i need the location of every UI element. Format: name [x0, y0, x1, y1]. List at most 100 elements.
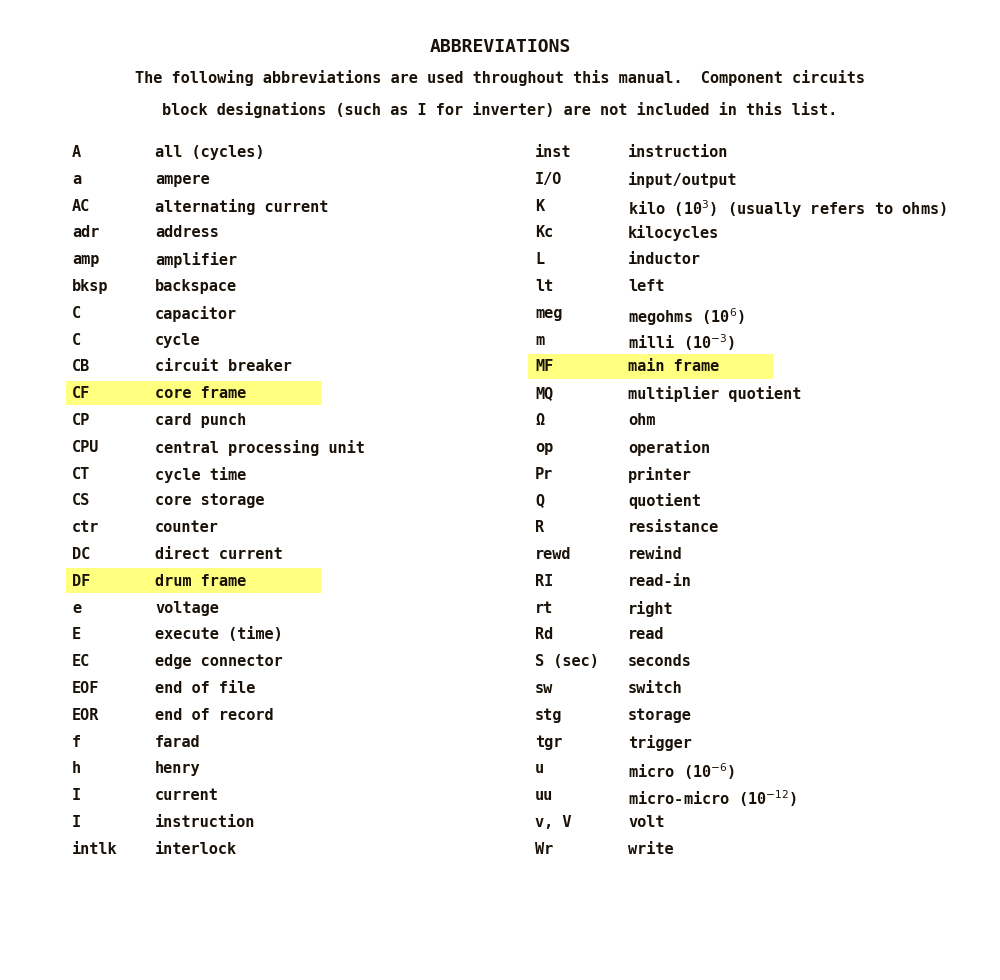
Text: right: right — [628, 601, 674, 616]
Text: ampere: ampere — [155, 172, 210, 187]
Text: inst: inst — [535, 145, 572, 160]
Text: end of record: end of record — [155, 708, 274, 723]
Text: all (cycles): all (cycles) — [155, 145, 264, 160]
Text: ctr: ctr — [72, 520, 99, 535]
Text: core frame: core frame — [155, 386, 246, 401]
Text: left: left — [628, 279, 664, 294]
Text: instruction: instruction — [155, 815, 255, 830]
Text: voltage: voltage — [155, 601, 219, 615]
Text: a: a — [72, 172, 81, 187]
Text: central processing unit: central processing unit — [155, 440, 365, 456]
Text: v, V: v, V — [535, 815, 572, 830]
Text: instruction: instruction — [628, 145, 728, 160]
Text: cycle time: cycle time — [155, 466, 246, 482]
Text: I/O: I/O — [535, 172, 562, 187]
Text: tgr: tgr — [535, 735, 562, 750]
Text: interlock: interlock — [155, 842, 237, 857]
Text: cycle: cycle — [155, 332, 201, 348]
Text: e: e — [72, 601, 81, 615]
Text: DC: DC — [72, 547, 90, 562]
Text: storage: storage — [628, 708, 692, 723]
Text: end of file: end of file — [155, 681, 255, 696]
Text: S (sec): S (sec) — [535, 655, 599, 669]
Text: backspace: backspace — [155, 279, 237, 294]
Text: drum frame: drum frame — [155, 574, 246, 589]
Text: inductor: inductor — [628, 252, 701, 268]
Text: current: current — [155, 788, 219, 804]
Text: sw: sw — [535, 681, 553, 696]
Text: Rd: Rd — [535, 627, 553, 643]
Text: CS: CS — [72, 493, 90, 509]
Text: micro (10$^{-6}$): micro (10$^{-6}$) — [628, 761, 735, 782]
Text: kilo (10$^{3}$) (usually refers to ohms): kilo (10$^{3}$) (usually refers to ohms) — [628, 199, 947, 221]
Text: L: L — [535, 252, 544, 268]
Text: card punch: card punch — [155, 413, 246, 428]
Text: Q: Q — [535, 493, 544, 509]
Text: CT: CT — [72, 466, 90, 481]
Text: block designations (such as I for inverter) are not included in this list.: block designations (such as I for invert… — [162, 102, 838, 118]
Text: MF: MF — [535, 360, 553, 374]
Text: address: address — [155, 225, 219, 240]
Text: trigger: trigger — [628, 735, 692, 751]
Text: henry: henry — [155, 761, 201, 776]
Text: C: C — [72, 332, 81, 348]
Text: edge connector: edge connector — [155, 655, 283, 669]
Text: A: A — [72, 145, 81, 160]
Text: milli (10$^{-3}$): milli (10$^{-3}$) — [628, 332, 735, 354]
Text: Wr: Wr — [535, 842, 553, 857]
Text: DF: DF — [72, 574, 90, 589]
Text: meg: meg — [535, 306, 562, 320]
Text: read-in: read-in — [628, 574, 692, 589]
Text: f: f — [72, 735, 81, 750]
Text: op: op — [535, 440, 553, 455]
Text: CPU: CPU — [72, 440, 99, 455]
Text: E: E — [72, 627, 81, 643]
Text: EC: EC — [72, 655, 90, 669]
Text: direct current: direct current — [155, 547, 283, 562]
Text: amp: amp — [72, 252, 99, 268]
Text: Pr: Pr — [535, 466, 553, 481]
Text: Kc: Kc — [535, 225, 553, 240]
Text: circuit breaker: circuit breaker — [155, 360, 292, 374]
Text: megohms (10$^{6}$): megohms (10$^{6}$) — [628, 306, 745, 327]
Text: EOR: EOR — [72, 708, 99, 723]
Text: input/output: input/output — [628, 172, 738, 188]
Text: K: K — [535, 199, 544, 214]
Text: seconds: seconds — [628, 655, 692, 669]
Text: execute (time): execute (time) — [155, 627, 283, 643]
Text: counter: counter — [155, 520, 219, 535]
Text: h: h — [72, 761, 81, 776]
Text: Ω: Ω — [535, 413, 544, 428]
FancyBboxPatch shape — [66, 381, 321, 406]
FancyBboxPatch shape — [66, 568, 321, 593]
Text: core storage: core storage — [155, 493, 264, 509]
Text: rt: rt — [535, 601, 553, 615]
Text: bksp: bksp — [72, 279, 108, 294]
Text: The following abbreviations are used throughout this manual.  Component circuits: The following abbreviations are used thr… — [135, 70, 865, 86]
Text: R: R — [535, 520, 544, 535]
Text: EOF: EOF — [72, 681, 99, 696]
Text: quotient: quotient — [628, 493, 701, 510]
Text: lt: lt — [535, 279, 553, 294]
FancyBboxPatch shape — [528, 354, 773, 378]
Text: volt: volt — [628, 815, 664, 830]
Text: stg: stg — [535, 708, 562, 723]
Text: CF: CF — [72, 386, 90, 401]
Text: I: I — [72, 815, 81, 830]
Text: u: u — [535, 761, 544, 776]
Text: adr: adr — [72, 225, 99, 240]
Text: rewd: rewd — [535, 547, 572, 562]
Text: rewind: rewind — [628, 547, 683, 562]
Text: AC: AC — [72, 199, 90, 214]
Text: MQ: MQ — [535, 386, 553, 401]
Text: operation: operation — [628, 440, 710, 456]
Text: resistance: resistance — [628, 520, 719, 535]
Text: printer: printer — [628, 466, 692, 482]
Text: CB: CB — [72, 360, 90, 374]
Text: ohm: ohm — [628, 413, 655, 428]
Text: capacitor: capacitor — [155, 306, 237, 321]
Text: alternating current: alternating current — [155, 199, 328, 215]
Text: C: C — [72, 306, 81, 320]
Text: intlk: intlk — [72, 842, 118, 857]
Text: farad: farad — [155, 735, 201, 750]
